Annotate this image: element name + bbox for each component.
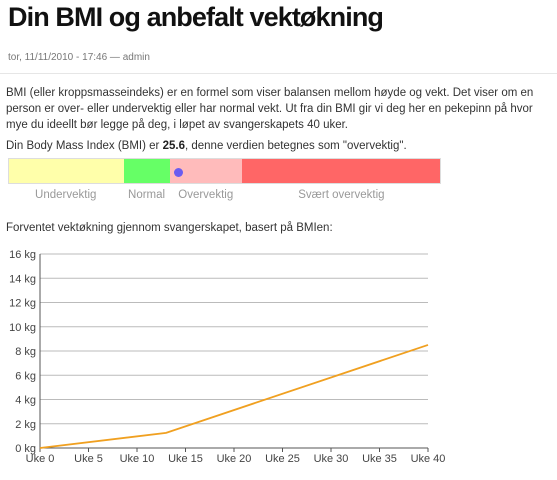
weight-gain-chart: 0 kg 2 kg 4 kg 6 kg 8 kg 10 kg 12 kg 14 kg 16 kg…	[9, 249, 446, 465]
x-tick-label: Uke 10	[120, 453, 155, 465]
y-tick-label: 12 kg	[9, 298, 36, 310]
x-tick-label: Uke 40	[411, 453, 446, 465]
bmi-result-suffix: , denne verdien betegnes som "overvektig…	[184, 140, 407, 152]
y-tick-label: 6 kg	[15, 370, 36, 382]
bmi-result-line: Din Body Mass Index (BMI) er 25.6, denne…	[6, 140, 407, 152]
x-tick-label: Uke 35	[362, 453, 397, 465]
bmi-result-prefix: Din Body Mass Index (BMI) er	[6, 140, 163, 152]
bmi-category-label: Normal	[128, 189, 166, 201]
chart-caption: Forventet vektøkning gjennom svangerskap…	[6, 222, 333, 234]
y-tick-label: 10 kg	[9, 322, 36, 334]
page-title: Din BMI og anbefalt vektøkning	[8, 2, 384, 32]
x-tick-label: Uke 25	[265, 453, 300, 465]
y-tick-label: 0 kg	[15, 443, 36, 455]
y-tick-label: 2 kg	[15, 419, 36, 431]
y-tick-label: 4 kg	[15, 395, 36, 407]
divider	[0, 73, 557, 74]
bmi-category-label: Svært overvektig	[298, 189, 385, 201]
x-tick-label: Uke 20	[217, 453, 252, 465]
bmi-category-label: Undervektig	[35, 189, 97, 201]
x-tick-label: Uke 30	[314, 453, 349, 465]
intro-text: BMI (eller kroppsmasseindeks) er en form…	[6, 87, 534, 131]
bmi-scale-bar	[8, 158, 441, 184]
bmi-category-label: Overvektig	[178, 189, 234, 201]
bmi-value: 25.6	[162, 140, 185, 152]
bmi-segment-4	[241, 159, 440, 183]
bmi-segment-1	[9, 159, 124, 183]
bmi-segment-2	[123, 159, 170, 183]
y-tick-label: 16 kg	[9, 249, 36, 261]
bmi-marker	[173, 168, 183, 177]
x-tick-label: Uke 5	[74, 453, 103, 465]
weight-gain-line	[39, 344, 429, 449]
y-tick-label: 8 kg	[15, 346, 36, 358]
y-tick-label: 14 kg	[9, 273, 36, 285]
post-meta: tor, 11/11/2010 - 17:46 — admin	[8, 52, 150, 63]
x-tick-label: Uke 0	[26, 453, 55, 465]
x-tick-label: Uke 15	[168, 453, 203, 465]
